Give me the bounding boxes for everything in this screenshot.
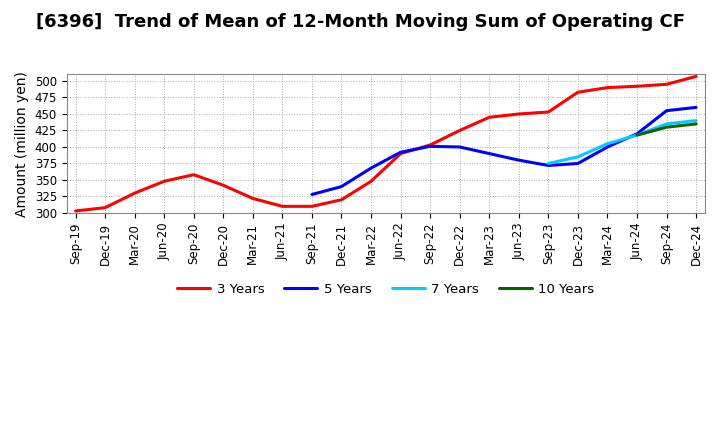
7 Years (633, 132, 642, 138)
3 Years (544, 110, 553, 115)
5 Years (396, 150, 405, 155)
10 Years (662, 125, 671, 130)
10 Years (692, 121, 701, 127)
3 Years (485, 115, 494, 120)
3 Years (160, 179, 168, 184)
3 Years (574, 90, 582, 95)
5 Years (455, 144, 464, 150)
3 Years (662, 82, 671, 87)
3 Years (130, 191, 139, 196)
7 Years (574, 154, 582, 160)
7 Years (544, 161, 553, 166)
3 Years (189, 172, 198, 177)
3 Years (101, 205, 109, 210)
7 Years (692, 118, 701, 123)
3 Years (515, 111, 523, 117)
5 Years (574, 161, 582, 166)
3 Years (603, 85, 612, 90)
3 Years (692, 74, 701, 79)
3 Years (396, 151, 405, 156)
3 Years (426, 143, 434, 148)
3 Years (337, 197, 346, 202)
3 Years (633, 84, 642, 89)
3 Years (455, 128, 464, 133)
5 Years (485, 151, 494, 156)
Line: 10 Years: 10 Years (637, 124, 696, 135)
3 Years (278, 204, 287, 209)
3 Years (307, 204, 316, 209)
Text: [6396]  Trend of Mean of 12-Month Moving Sum of Operating CF: [6396] Trend of Mean of 12-Month Moving … (35, 13, 685, 31)
10 Years (633, 132, 642, 138)
Line: 5 Years: 5 Years (312, 107, 696, 194)
5 Years (426, 144, 434, 149)
5 Years (544, 163, 553, 168)
3 Years (248, 196, 257, 201)
7 Years (662, 121, 671, 127)
Y-axis label: Amount (million yen): Amount (million yen) (15, 71, 29, 216)
5 Years (662, 108, 671, 114)
Line: 7 Years: 7 Years (549, 121, 696, 164)
3 Years (219, 183, 228, 188)
5 Years (692, 105, 701, 110)
7 Years (603, 141, 612, 147)
Line: 3 Years: 3 Years (76, 77, 696, 211)
Legend: 3 Years, 5 Years, 7 Years, 10 Years: 3 Years, 5 Years, 7 Years, 10 Years (172, 278, 600, 301)
5 Years (515, 158, 523, 163)
5 Years (307, 192, 316, 197)
5 Years (603, 144, 612, 150)
5 Years (366, 165, 375, 171)
5 Years (337, 184, 346, 189)
3 Years (366, 179, 375, 184)
3 Years (71, 208, 80, 213)
5 Years (633, 131, 642, 136)
